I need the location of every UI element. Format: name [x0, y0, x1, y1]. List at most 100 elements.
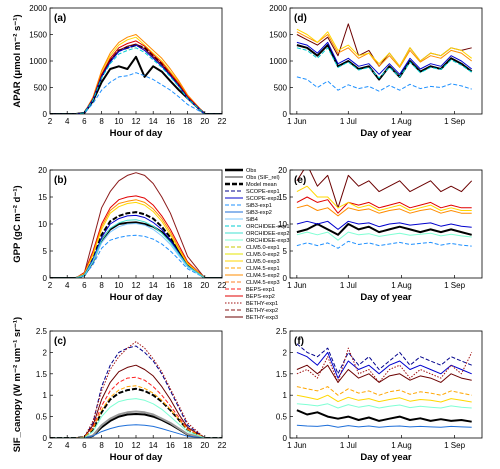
- series-line: [296, 403, 472, 409]
- y-tick-label: 0.5: [276, 413, 288, 422]
- x-axis-label: Day of year: [360, 452, 412, 463]
- series-line: [50, 36, 222, 114]
- x-tick-label: 16: [166, 281, 175, 290]
- y-tick-label: 1500: [29, 31, 47, 40]
- y-tick-label: 2000: [269, 4, 287, 13]
- x-tick-label: 6: [82, 281, 87, 290]
- series-line: [296, 343, 472, 375]
- series-line: [50, 43, 222, 114]
- y-tick-label: 10: [38, 220, 47, 229]
- y-tick-label: 15: [278, 193, 287, 202]
- series-line: [296, 204, 472, 217]
- y-tick-label: 2: [283, 348, 288, 357]
- legend-label: BETHY-exp3: [246, 315, 278, 321]
- series-line: [296, 394, 472, 403]
- y-tick-label: 0.5: [36, 413, 48, 422]
- legend-label: ORCHIDEE-exp3: [246, 238, 290, 244]
- chart-panel-0: 2 4 6 8 10 12 14 16 18 20 22 0 500 1000 1500 2000 (a) Hou…: [12, 4, 227, 139]
- y-tick-label: 0: [43, 434, 48, 443]
- legend-label: ORCHIDEE-exp2: [246, 231, 290, 237]
- x-tick-label: 4: [65, 441, 70, 450]
- legend-label: SiB3-exp2: [246, 210, 272, 216]
- y-tick-label: 1500: [269, 31, 287, 40]
- legend-label: BEPS-exp2: [246, 294, 275, 300]
- series-line: [296, 240, 472, 249]
- x-axis-label: Hour of day: [110, 452, 163, 463]
- y-tick-label: 2.5: [276, 327, 288, 336]
- panel-label: (b): [54, 175, 67, 186]
- y-tick-label: 0: [283, 110, 288, 119]
- series-line: [50, 345, 222, 438]
- series-line: [296, 424, 472, 428]
- x-tick-label: 10: [114, 117, 123, 126]
- x-axis-label: Day of year: [360, 128, 412, 139]
- legend-label: CLM5.0-exp1: [246, 245, 280, 251]
- x-tick-label: 8: [99, 281, 104, 290]
- panel-label: (d): [294, 13, 307, 24]
- y-tick-label: 1.5: [276, 370, 288, 379]
- x-tick-label: 1 Jul: [340, 117, 357, 126]
- series-line: [50, 72, 222, 114]
- legend-label: CLM4.5-exp3: [246, 280, 280, 286]
- x-tick-label: 2: [48, 441, 53, 450]
- series-line: [296, 220, 472, 230]
- y-tick-label: 20: [278, 166, 287, 175]
- chart-panel-2: 2 4 6 8 10 12 14 16 18 20 22 0 0.5 1 1.5 2 2.5 (c) Hour of…: [12, 317, 227, 463]
- x-tick-label: 1 Jun: [287, 117, 307, 126]
- y-tick-label: 2: [43, 348, 48, 357]
- series-line: [296, 231, 472, 241]
- series-line: [50, 40, 222, 114]
- x-tick-label: 1 Aug: [391, 281, 411, 290]
- y-tick-label: 10: [278, 220, 287, 229]
- series-line: [296, 347, 473, 383]
- x-tick-label: 6: [82, 117, 87, 126]
- series-line: [296, 47, 472, 79]
- series-line: [50, 47, 222, 114]
- x-tick-label: 20: [200, 281, 209, 290]
- y-tick-label: 1.5: [36, 370, 48, 379]
- x-tick-label: 22: [218, 281, 227, 290]
- legend-label: CLM5.0-exp2: [246, 252, 280, 258]
- panel-label: (c): [54, 336, 66, 347]
- legend-label: SCOPE-exp2: [246, 196, 280, 202]
- y-tick-label: 0: [43, 274, 48, 283]
- panel-label: (a): [54, 13, 66, 24]
- x-tick-label: 1 Jun: [287, 281, 307, 290]
- series-line: [50, 172, 222, 278]
- series-line: [296, 170, 473, 209]
- x-tick-label: 16: [166, 117, 175, 126]
- x-axis-label: Day of year: [360, 292, 412, 303]
- x-tick-label: 2: [48, 281, 53, 290]
- y-tick-label: 0: [43, 110, 48, 119]
- series-line: [296, 364, 472, 383]
- x-tick-label: 12: [132, 281, 141, 290]
- series-line: [50, 214, 222, 278]
- series-line: [50, 201, 222, 278]
- y-tick-label: 2000: [29, 4, 47, 13]
- x-tick-label: 1 Jul: [340, 441, 357, 450]
- series-line: [296, 196, 472, 214]
- plot-frame: [49, 330, 223, 439]
- x-tick-label: 14: [149, 441, 158, 450]
- y-axis-label: SIF_canopy (W m⁻² um⁻¹ sr⁻¹): [12, 317, 23, 452]
- x-tick-label: 2: [48, 117, 53, 126]
- x-tick-label: 4: [65, 281, 70, 290]
- legend-label: BEPS-exp1: [246, 287, 275, 293]
- y-tick-label: 500: [274, 84, 288, 93]
- legend-label: CLM4.5-exp1: [246, 266, 280, 272]
- y-tick-label: 20: [38, 166, 47, 175]
- series-line: [296, 185, 472, 211]
- legend-label: CLM4.5-exp2: [246, 273, 280, 279]
- x-tick-label: 14: [149, 281, 158, 290]
- x-tick-label: 18: [183, 281, 192, 290]
- x-tick-label: 10: [114, 441, 123, 450]
- y-tick-label: 500: [34, 84, 48, 93]
- plot-frame: [289, 330, 483, 439]
- x-tick-label: 8: [99, 117, 104, 126]
- series-line: [296, 351, 472, 379]
- y-axis-label: APAR (μmol m⁻² s⁻¹): [12, 14, 23, 107]
- chart-panel-1: 2 4 6 8 10 12 14 16 18 20 22 0 5 10 15 20 (b) Hour of day…: [12, 166, 227, 303]
- series-line: [296, 223, 472, 236]
- series-line: [50, 341, 222, 438]
